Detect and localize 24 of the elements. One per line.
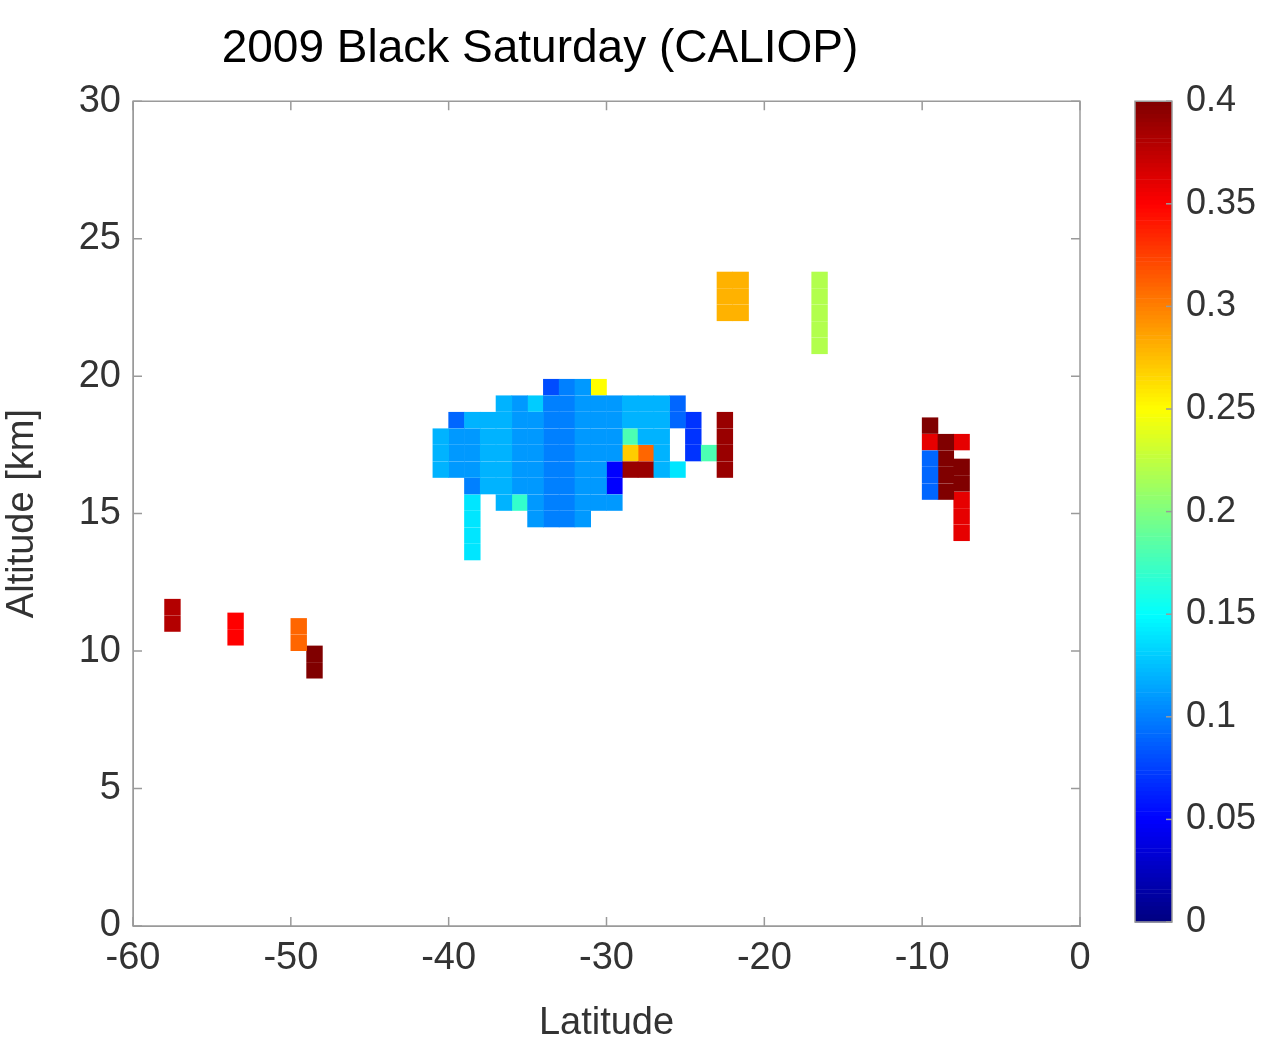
y-tick-label: 10 xyxy=(78,627,121,670)
color-bar-label: 0.25 xyxy=(1186,385,1257,427)
color-bar-label: 0.35 xyxy=(1186,180,1257,222)
y-axis-title: Altitude [km] xyxy=(0,409,42,619)
color-bar-label: 0.1 xyxy=(1186,693,1237,735)
x-tick-label: -30 xyxy=(579,935,634,978)
x-tick-label: -50 xyxy=(263,935,319,978)
y-tick-label: 15 xyxy=(78,490,121,533)
y-tick-label: 20 xyxy=(78,352,121,395)
color-bar-label: 0.4 xyxy=(1186,78,1237,120)
x-tick-label: -10 xyxy=(894,935,950,978)
x-tick-label: -40 xyxy=(421,935,477,978)
x-tick-label: -20 xyxy=(736,935,792,978)
chart-title: 2009 Black Saturday (CALIOP) xyxy=(221,20,859,73)
x-axis-title: Latitude xyxy=(538,999,675,1042)
color-bar-label: 0.05 xyxy=(1186,796,1257,838)
color-bar-label: 0 xyxy=(1186,898,1207,940)
color-bar-label: 0.3 xyxy=(1186,283,1237,325)
x-tick-label: 0 xyxy=(1069,935,1091,978)
y-tick-label: 25 xyxy=(78,215,121,258)
y-tick-label: 30 xyxy=(78,77,121,120)
y-tick-label: 5 xyxy=(99,765,121,808)
color-bar-label: 0.15 xyxy=(1186,591,1257,633)
color-bar-label: 0.2 xyxy=(1186,488,1237,530)
